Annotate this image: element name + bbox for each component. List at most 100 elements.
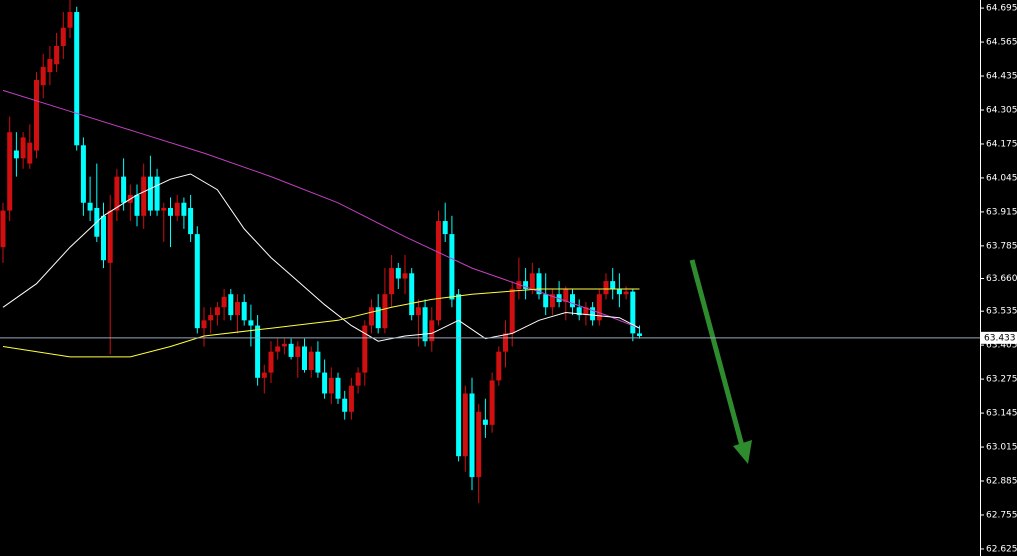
candle-body <box>369 307 374 326</box>
candle-body <box>389 268 395 295</box>
candle-body <box>596 294 602 321</box>
candle-body <box>141 176 147 216</box>
candle-body <box>241 302 247 321</box>
y-tick-label: 62.625 <box>986 544 1017 554</box>
candle-body <box>80 145 86 203</box>
candle-body <box>630 291 636 334</box>
candle-body <box>422 307 428 342</box>
candle-body <box>228 294 234 316</box>
y-tick-label: 63.145 <box>986 409 1017 419</box>
candle-body <box>529 273 535 289</box>
candle-body <box>194 234 200 329</box>
candle-body <box>456 294 462 457</box>
moving-average <box>2 89 640 329</box>
candle-body <box>181 202 187 216</box>
candle-body <box>261 372 267 378</box>
candle-body <box>355 372 361 386</box>
y-tick-label: 62.885 <box>986 477 1017 487</box>
candle-body <box>208 315 214 321</box>
candle-body <box>462 393 468 457</box>
candle-body <box>375 307 381 329</box>
candle-body <box>67 12 73 28</box>
last-price-label: 63.433 <box>984 333 1016 343</box>
candle-body <box>328 377 334 394</box>
y-tick-label: 63.915 <box>986 207 1017 217</box>
candle-body <box>147 176 153 211</box>
moving-average <box>2 173 640 342</box>
candle-body <box>503 333 508 352</box>
trend-arrow <box>689 259 752 464</box>
candle-body <box>348 385 354 412</box>
candle-body <box>168 207 173 216</box>
candle-body <box>556 294 562 303</box>
candle-body <box>161 207 167 211</box>
candle-body <box>362 325 368 373</box>
candle-body <box>409 273 415 316</box>
y-tick-label: 64.045 <box>986 173 1017 183</box>
candle-body <box>623 291 629 295</box>
candle-body <box>40 66 46 86</box>
candle-body <box>449 234 455 300</box>
candle-body <box>536 273 542 295</box>
candle-body <box>268 351 274 373</box>
y-tick-label: 63.535 <box>986 307 1017 317</box>
candle-body <box>436 221 441 321</box>
y-tick-label: 63.405 <box>986 341 1017 351</box>
candle-body <box>469 393 475 478</box>
candle-body <box>235 302 240 316</box>
candle-body <box>47 59 53 73</box>
y-tick-label: 63.785 <box>986 241 1017 251</box>
candle-body <box>107 210 113 263</box>
arrow-shaft <box>689 259 745 447</box>
candle-body <box>583 307 589 316</box>
candle-body <box>288 343 294 357</box>
candle-body <box>637 333 642 337</box>
y-tick-label: 64.435 <box>986 72 1017 82</box>
candle-body <box>489 380 495 425</box>
candle-body <box>576 307 582 316</box>
candle-body <box>442 221 448 235</box>
arrow-head <box>733 440 752 464</box>
candle-body <box>60 27 66 46</box>
candle-body <box>308 351 314 370</box>
candle-body <box>382 294 388 329</box>
candle-body <box>570 294 575 308</box>
candle-body <box>496 351 502 381</box>
y-tick-label: 63.275 <box>986 375 1017 385</box>
candle-body <box>214 307 220 316</box>
candle-body <box>415 307 421 316</box>
candle-body <box>610 281 616 289</box>
y-tick-label: 63.660 <box>986 274 1017 284</box>
candle-body <box>590 307 596 321</box>
candle-body <box>342 398 348 412</box>
candles <box>0 0 642 504</box>
candle-body <box>188 207 194 235</box>
candle-body <box>603 281 609 295</box>
candle-body <box>201 320 207 329</box>
candle-body <box>523 281 529 289</box>
y-tick-label: 62.755 <box>986 510 1017 520</box>
candle-body <box>248 320 254 326</box>
candle-body <box>114 176 120 211</box>
candle-body <box>402 273 408 279</box>
candle-body <box>295 346 301 357</box>
candle-body <box>616 288 622 295</box>
candle-body <box>302 346 307 370</box>
candle-body <box>154 176 160 211</box>
candle-body <box>101 215 106 261</box>
candle-body <box>221 296 227 308</box>
candle-body <box>20 137 26 159</box>
candle-body <box>54 45 60 65</box>
y-tick-label: 64.175 <box>986 139 1017 149</box>
candle-body <box>174 202 180 216</box>
candle-body <box>509 288 515 334</box>
candle-body <box>281 343 287 347</box>
y-tick-label: 63.015 <box>986 443 1017 453</box>
candle-body <box>275 346 281 352</box>
candle-body <box>395 268 401 279</box>
candle-body <box>87 202 93 211</box>
candle-body <box>476 411 482 478</box>
candle-body <box>315 351 321 373</box>
candle-body <box>34 79 39 151</box>
